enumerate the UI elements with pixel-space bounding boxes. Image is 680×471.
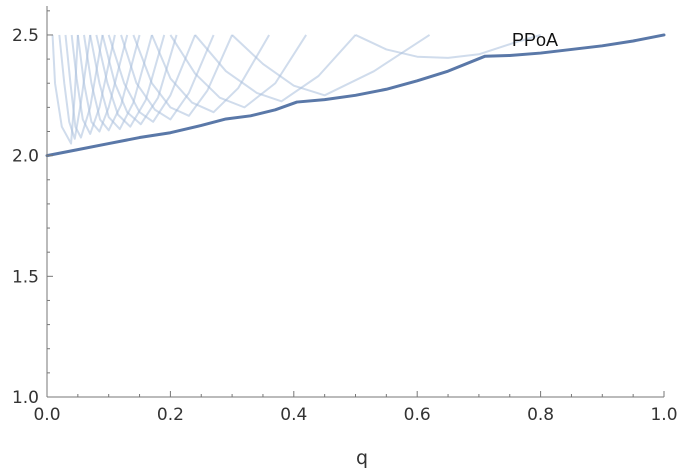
x-tick-label: 0.6 (404, 405, 431, 425)
x-tick-label: 0.0 (33, 405, 60, 425)
background-curve-10 (107, 34, 197, 123)
background-curve-16 (231, 34, 431, 97)
background-curve-12 (132, 34, 234, 117)
y-tick-label: 2.5 (12, 26, 39, 46)
background-curve-9 (101, 34, 178, 126)
background-curve-3 (64, 34, 104, 139)
y-tick-label: 2.0 (12, 147, 39, 167)
background-curve-1 (51, 34, 79, 145)
background-curve-7 (89, 34, 153, 131)
y-tick-label: 1.0 (12, 388, 39, 408)
background-curve-13 (150, 34, 270, 114)
background-curve-8 (95, 34, 166, 128)
background-curve-17 (355, 34, 541, 59)
main-series (45, 33, 666, 158)
background-curves (51, 34, 541, 145)
background-curve-2 (58, 34, 92, 140)
axis-ticks: 0.0 0.2 0.4 0.6 0.8 1.0 1.0 1.5 2.0 2.5 (12, 10, 678, 425)
background-curve-11 (120, 34, 215, 121)
x-tick-label: 0.4 (280, 405, 307, 425)
background-curve-15 (194, 34, 357, 103)
x-tick-label: 1.0 (650, 405, 677, 425)
x-tick-label: 0.8 (527, 405, 554, 425)
x-axis-label: q (356, 447, 368, 469)
x-tick-label: 0.2 (157, 405, 184, 425)
series-line-1 (45, 33, 666, 158)
background-curve-6 (83, 34, 141, 132)
ppoa-annotation: PPoA (512, 30, 558, 50)
y-tick-label: 1.5 (12, 267, 39, 287)
